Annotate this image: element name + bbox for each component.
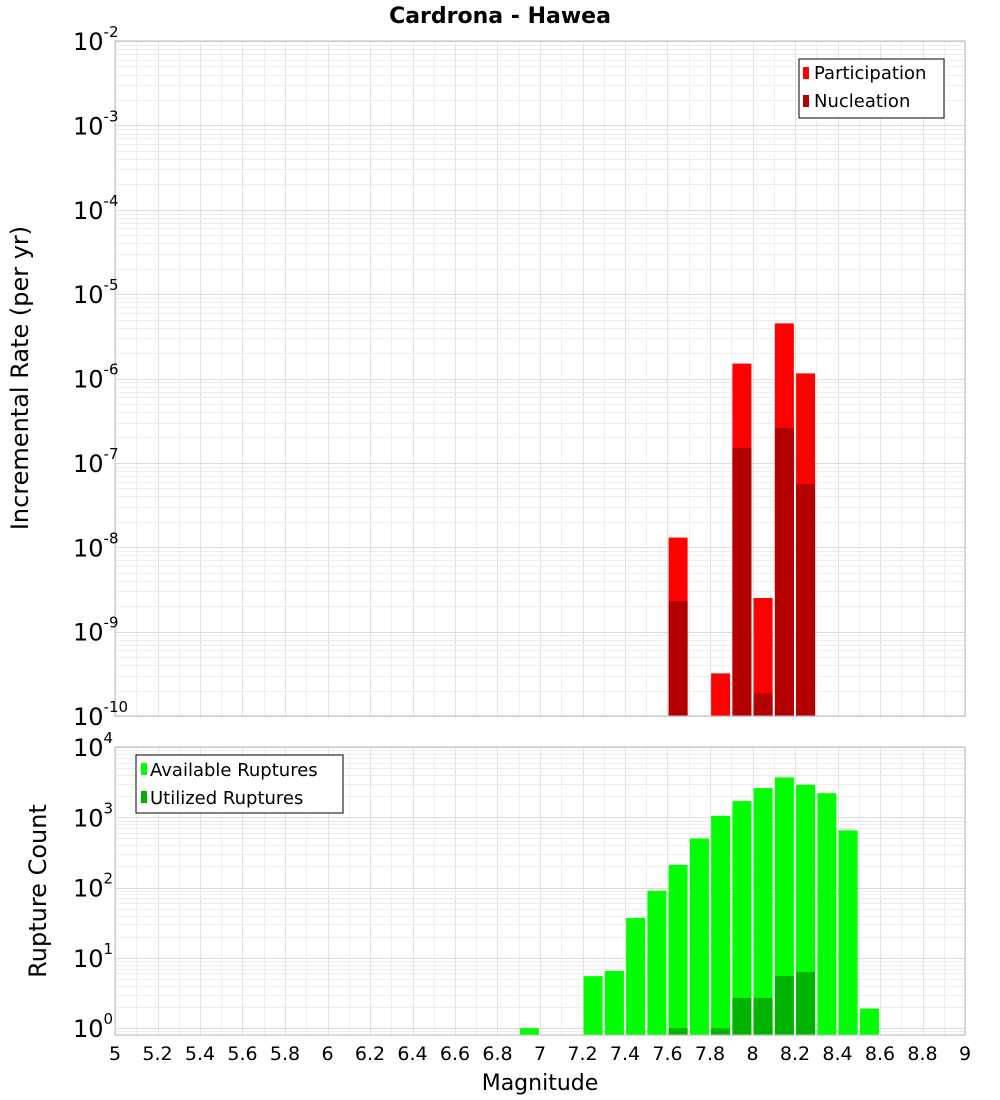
bottom-y-ticks: 100 101 102 103 104	[73, 729, 113, 1043]
legend-swatch-utilized	[141, 791, 147, 803]
y-tick-label: 10-2	[73, 23, 119, 56]
y-tick-label: 10-8	[73, 529, 119, 562]
x-tick-label: 7.4	[610, 1043, 640, 1065]
x-tick-label: 5.6	[227, 1043, 257, 1065]
top-legend-box	[798, 58, 945, 119]
available-ruptures-bar	[668, 864, 688, 1035]
available-ruptures-bar	[604, 971, 624, 1035]
x-tick-label: 8	[746, 1043, 758, 1065]
top-gridlines	[115, 41, 966, 717]
available-ruptures-bar	[583, 976, 603, 1035]
bottom-legend-box	[135, 754, 344, 814]
legend-swatch-nucleation	[803, 95, 809, 107]
bottom-x-ticks: 5 5.2 5.4 5.6 5.8 6 6.2 6.4 6.6 6.8 7 7.2 7.4 7.6 7.8 8…	[109, 1043, 971, 1065]
y-tick-label: 10-6	[73, 361, 119, 394]
legend-label-available: Available Ruptures	[150, 760, 318, 781]
x-tick-label: 6.2	[355, 1043, 385, 1065]
available-ruptures-bar	[753, 788, 773, 1035]
available-ruptures-bar	[711, 815, 731, 1035]
nucleation-bar	[668, 601, 688, 716]
legend-swatch-participation	[803, 67, 809, 79]
y-tick-label: 103	[73, 799, 113, 832]
bottom-legend: Available Ruptures Utilized Ruptures	[135, 754, 344, 814]
x-tick-label: 8.2	[780, 1043, 810, 1065]
legend-label-nucleation: Nucleation	[814, 91, 910, 112]
nucleation-bar	[774, 427, 794, 716]
legend-label-participation: Participation	[814, 63, 926, 84]
y-tick-label: 10-4	[73, 192, 119, 225]
top-bars	[668, 323, 816, 716]
available-ruptures-bar	[838, 830, 858, 1035]
x-tick-label: 5	[109, 1043, 121, 1065]
y-tick-label: 100	[73, 1010, 113, 1043]
x-tick-label: 5.2	[142, 1043, 172, 1065]
y-tick-label: 10-7	[73, 445, 119, 478]
available-ruptures-bar	[519, 1028, 539, 1035]
top-y-ticks: 10-10 10-9 10-8 10-7 10-6 10-5 10-4 10-3 10-2	[73, 23, 128, 731]
x-tick-label: 8.8	[907, 1043, 937, 1065]
x-tick-label: 6.8	[482, 1043, 512, 1065]
utilized-ruptures-bar	[668, 1028, 688, 1035]
participation-bar	[753, 598, 773, 716]
utilized-ruptures-bar	[774, 976, 794, 1035]
bottom-plot-border	[114, 746, 966, 1036]
available-ruptures-bar	[689, 838, 709, 1035]
utilized-ruptures-bar	[796, 972, 816, 1035]
available-ruptures-bar	[859, 1008, 879, 1035]
utilized-ruptures-bar	[732, 997, 752, 1035]
bottom-bars	[519, 777, 879, 1035]
y-tick-label: 10-5	[73, 276, 119, 309]
x-tick-label: 6.6	[440, 1043, 470, 1065]
x-tick-label: 5.8	[270, 1043, 300, 1065]
x-tick-label: 6.4	[397, 1043, 427, 1065]
participation-bar	[711, 673, 731, 716]
x-tick-label: 7.8	[695, 1043, 725, 1065]
top-y-axis-label: Incremental Rate (per yr)	[6, 226, 34, 530]
nucleation-bar	[732, 448, 752, 716]
legend-swatch-available	[141, 763, 147, 775]
utilized-ruptures-bar	[753, 997, 773, 1035]
x-tick-label: 7	[534, 1043, 546, 1065]
x-tick-label: 8.4	[822, 1043, 852, 1065]
available-ruptures-bar	[817, 793, 837, 1035]
y-tick-label: 104	[73, 729, 113, 762]
nucleation-bar	[796, 484, 816, 716]
bottom-y-axis-label: Rupture Count	[24, 804, 52, 978]
x-tick-label: 8.6	[865, 1043, 895, 1065]
available-ruptures-bar	[732, 801, 752, 1035]
x-tick-label: 5.4	[185, 1043, 215, 1065]
y-tick-label: 10-9	[73, 614, 119, 647]
x-tick-label: 7.6	[652, 1043, 682, 1065]
nucleation-bar	[753, 693, 773, 716]
legend-label-utilized: Utilized Ruptures	[150, 788, 303, 809]
x-tick-label: 7.2	[567, 1043, 597, 1065]
y-tick-label: 102	[73, 870, 113, 903]
utilized-ruptures-bar	[711, 1028, 731, 1035]
x-axis-label: Magnitude	[482, 1071, 599, 1096]
top-plot-border	[114, 40, 966, 717]
x-tick-label: 9	[959, 1043, 971, 1065]
available-ruptures-bar	[626, 917, 646, 1035]
x-tick-label: 6	[321, 1043, 333, 1065]
y-tick-label: 10-10	[73, 698, 128, 731]
y-tick-label: 10-3	[73, 107, 119, 140]
top-legend: Participation Nucleation	[798, 58, 945, 119]
available-ruptures-bar	[774, 777, 794, 1035]
y-tick-label: 101	[73, 940, 113, 973]
chart-title: Cardrona - Hawea	[389, 4, 611, 29]
available-ruptures-bar	[647, 890, 667, 1035]
